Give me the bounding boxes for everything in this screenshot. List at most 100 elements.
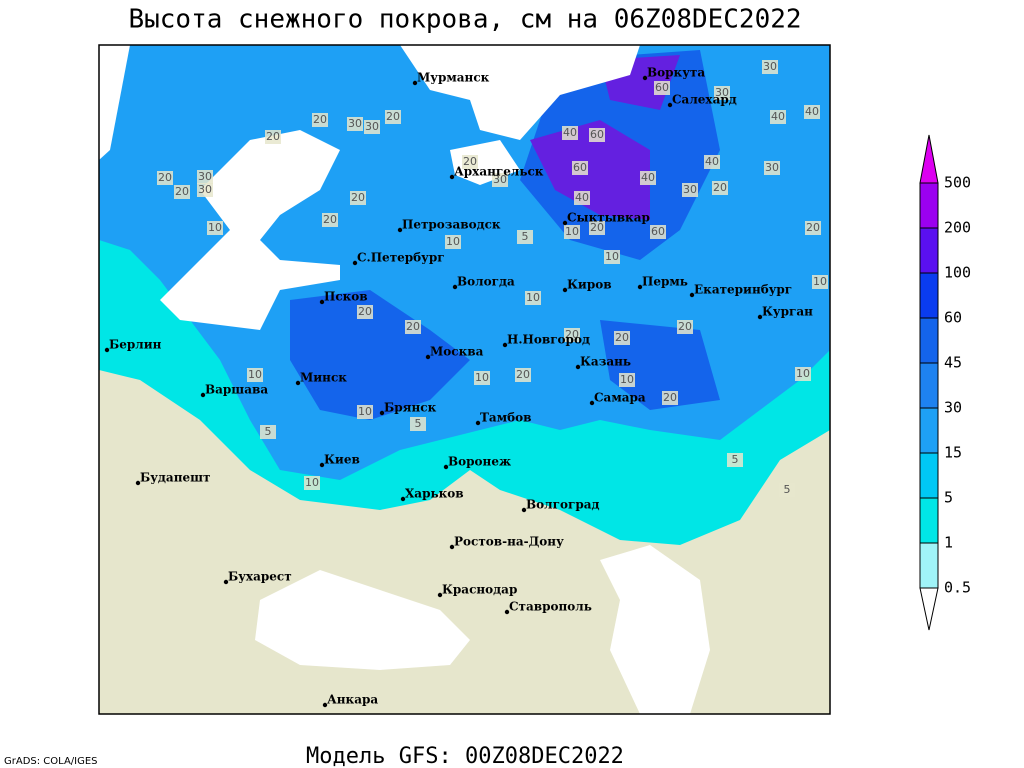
city-label: Вологда bbox=[457, 275, 515, 289]
city-label: Киев bbox=[324, 453, 360, 467]
city-dot bbox=[412, 80, 418, 86]
city-dot bbox=[319, 299, 325, 305]
city-label: Салехард bbox=[672, 93, 737, 107]
city-label: Архангельск bbox=[454, 165, 544, 179]
contour-label: 10 bbox=[358, 405, 372, 418]
contour-label-box bbox=[197, 183, 213, 197]
contour-label-box bbox=[265, 130, 281, 144]
legend-label: 45 bbox=[944, 354, 962, 372]
contour-label: 30 bbox=[765, 161, 779, 174]
contour-label-box bbox=[727, 453, 743, 467]
city-dot bbox=[562, 287, 568, 293]
city-label: Харьков bbox=[405, 487, 464, 501]
legend-label: 15 bbox=[944, 444, 962, 462]
contour-label-box bbox=[795, 367, 811, 381]
legend-label: 500 bbox=[944, 174, 971, 192]
city-label: Воронеж bbox=[448, 455, 511, 469]
contour-label: 60 bbox=[655, 81, 669, 94]
contour-label-box bbox=[589, 221, 605, 235]
contour-label-box bbox=[462, 155, 478, 169]
contour-label: 5 bbox=[522, 230, 529, 243]
title: Высота снежного покрова, см на 06Z08DEC2… bbox=[128, 5, 801, 35]
contour-label-box bbox=[614, 331, 630, 345]
contour-label: 20 bbox=[158, 171, 172, 184]
contour-label: 10 bbox=[813, 275, 827, 288]
contour-label: 20 bbox=[323, 213, 337, 226]
contour-label: 5 bbox=[415, 417, 422, 430]
contour-label: 10 bbox=[526, 291, 540, 304]
contour-label-box bbox=[174, 185, 190, 199]
contour-label: 30 bbox=[493, 173, 507, 186]
legend-swatch bbox=[919, 182, 939, 229]
legend-label: 5 bbox=[944, 489, 953, 507]
contour-label-box bbox=[304, 476, 320, 490]
city-label: Пермь bbox=[642, 275, 688, 289]
legend-swatch bbox=[919, 362, 939, 409]
contour-label: 20 bbox=[565, 328, 579, 341]
contour-label-box bbox=[682, 183, 698, 197]
city-dot bbox=[504, 609, 510, 615]
contour-label-box bbox=[712, 181, 728, 195]
city-label: Москва bbox=[430, 345, 484, 359]
city-label: Мурманск bbox=[417, 71, 490, 85]
city-label: Самара bbox=[594, 391, 646, 405]
contour-label-box bbox=[515, 368, 531, 382]
contour-label-box bbox=[445, 235, 461, 249]
city-label: Варшава bbox=[205, 383, 268, 397]
contour-label: 20 bbox=[678, 320, 692, 333]
northern-sea bbox=[400, 45, 640, 185]
city-dot bbox=[352, 260, 358, 266]
contour-label-box bbox=[779, 483, 795, 497]
legend-label: 100 bbox=[944, 264, 971, 282]
city-dot bbox=[562, 220, 568, 226]
contour-label-box bbox=[350, 191, 366, 205]
contour-label-box bbox=[677, 320, 693, 334]
contour-label: 20 bbox=[516, 368, 530, 381]
contour-label: 10 bbox=[248, 368, 262, 381]
city-dot bbox=[104, 347, 110, 353]
city-dot bbox=[589, 400, 595, 406]
city-dot bbox=[319, 462, 325, 468]
city-label: Воркута bbox=[647, 66, 705, 80]
contour-label-box bbox=[764, 161, 780, 175]
contour-label: 10 bbox=[305, 476, 319, 489]
city-dot bbox=[667, 102, 673, 108]
legend-label: 0.5 bbox=[944, 579, 971, 597]
contour-label-box bbox=[247, 368, 263, 382]
contour-label: 20 bbox=[351, 191, 365, 204]
contour-label-box bbox=[640, 171, 656, 185]
contour-label: 30 bbox=[683, 183, 697, 196]
city-label: Тамбов bbox=[480, 411, 531, 425]
city-label: Екатеринбург bbox=[694, 283, 792, 297]
contour-label-box bbox=[347, 117, 363, 131]
city-label: Волгоград bbox=[526, 498, 599, 512]
city-label: Н.Новгород bbox=[507, 333, 590, 347]
city-label: Минск bbox=[300, 371, 347, 385]
city-dot bbox=[502, 342, 508, 348]
city-dot bbox=[575, 364, 581, 370]
contour-label-box bbox=[197, 170, 213, 184]
contour-label-box bbox=[762, 60, 778, 74]
city-dot bbox=[443, 464, 449, 470]
contour-label: 30 bbox=[348, 117, 362, 130]
contour-label-box bbox=[322, 213, 338, 227]
contour-label: 60 bbox=[590, 128, 604, 141]
city-dot bbox=[642, 75, 648, 81]
contour-label: 30 bbox=[365, 120, 379, 133]
caspian-sea bbox=[600, 545, 710, 714]
city-label: Будапешт bbox=[140, 471, 210, 485]
subtitle: Модель GFS: 00Z08DEC2022 bbox=[306, 744, 624, 768]
baltic-sea bbox=[160, 130, 340, 330]
legend-label: 200 bbox=[944, 219, 971, 237]
contour-label: 20 bbox=[615, 331, 629, 344]
contour-label: 20 bbox=[590, 221, 604, 234]
map-frame bbox=[98, 44, 831, 715]
city-label: С.Петербург bbox=[357, 251, 445, 265]
contour-label-box bbox=[805, 221, 821, 235]
contour-label: 40 bbox=[563, 126, 577, 139]
city-dot bbox=[397, 227, 403, 233]
city-dot bbox=[521, 507, 527, 513]
contour-label-box bbox=[157, 171, 173, 185]
city-label: Брянск bbox=[384, 401, 437, 415]
contour-label: 20 bbox=[313, 113, 327, 126]
